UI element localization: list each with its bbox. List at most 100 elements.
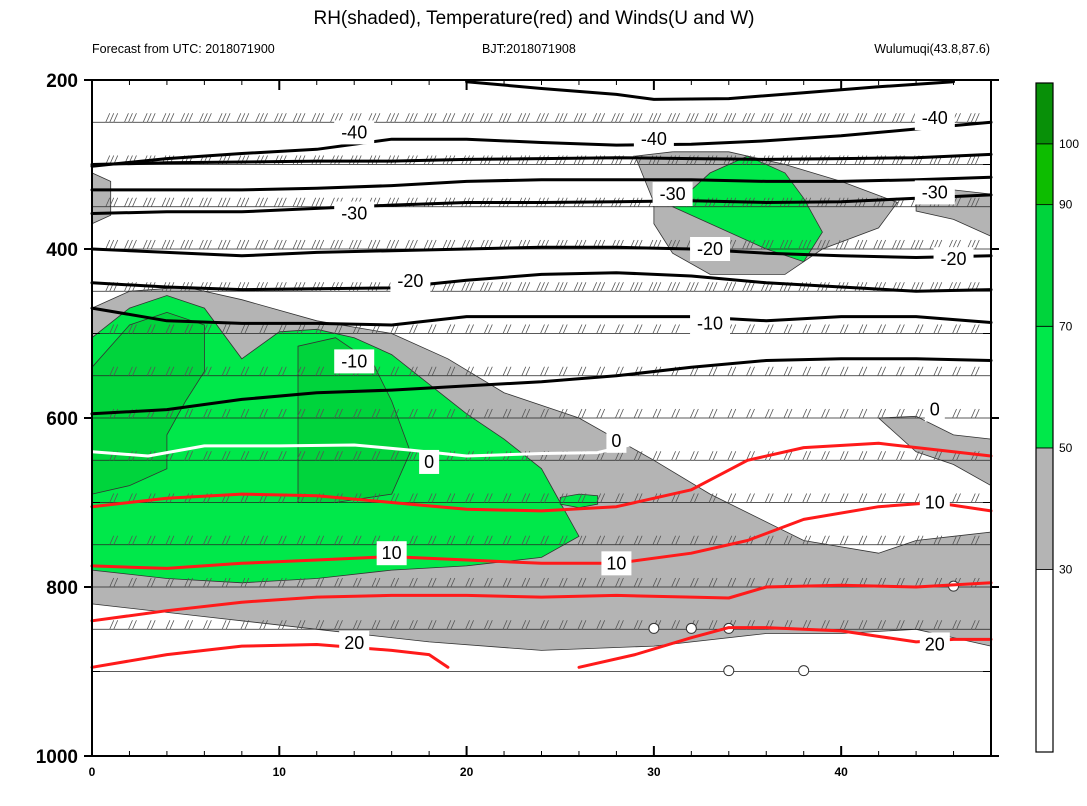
wind-barb	[723, 282, 737, 292]
wind-barb	[315, 408, 325, 419]
wind-barb	[783, 324, 793, 334]
wind-barb	[292, 197, 306, 207]
wind-barb	[802, 451, 812, 461]
wind-barb	[742, 113, 755, 123]
wind-barb	[446, 577, 456, 588]
wind-barb	[764, 324, 774, 334]
temperature-contour--10	[90, 357, 993, 416]
wind-barb	[352, 577, 362, 588]
wind-barb	[910, 239, 924, 250]
wind-barb	[128, 535, 137, 545]
wind-barb	[914, 620, 924, 630]
wind-barb	[708, 620, 718, 630]
wind-barb	[390, 408, 400, 419]
wind-barb	[877, 366, 886, 376]
wind-barb	[873, 239, 886, 250]
wind-barb	[334, 324, 343, 334]
wind-barb	[409, 366, 418, 376]
wind-barb	[199, 113, 212, 123]
x-tick-label: 30	[647, 765, 661, 779]
contour-label-box	[652, 182, 693, 207]
wind-barb	[554, 113, 568, 123]
wind-barb	[558, 366, 568, 376]
wind-barb	[821, 535, 830, 545]
contour-label-box	[339, 630, 370, 655]
x-tick-label: 10	[273, 765, 287, 779]
wind-barb	[667, 282, 680, 292]
wind-barb	[895, 366, 905, 376]
wind-barb	[315, 451, 325, 461]
wind-barb	[109, 577, 119, 588]
wind-barb	[165, 620, 175, 630]
wind-barb	[255, 239, 268, 250]
wind-barb	[933, 451, 943, 461]
wind-barb	[105, 113, 119, 123]
wind-barb	[521, 408, 531, 419]
colorbar-label: 70	[1059, 319, 1073, 333]
wind-barb	[689, 408, 699, 419]
wind-barb	[970, 620, 980, 630]
wind-barb	[465, 408, 474, 419]
wind-barb	[442, 113, 456, 123]
wind-barb	[217, 197, 231, 207]
wind-barb	[311, 239, 325, 250]
wind-barb	[427, 366, 437, 376]
temperature-contour--20	[90, 271, 993, 293]
wind-barb	[858, 451, 868, 461]
y-tick-label: 800	[46, 578, 78, 599]
temperature-contour-10	[90, 441, 993, 513]
wind-barb	[895, 324, 905, 334]
wind-barb	[554, 282, 568, 292]
wind-barb	[540, 324, 549, 334]
wind-barb	[277, 535, 287, 545]
wind-barb	[839, 408, 849, 419]
wind-barb	[629, 282, 643, 292]
wind-barb	[427, 620, 437, 630]
wind-barb	[427, 535, 437, 545]
wind-barb	[405, 239, 418, 250]
wind-barb	[708, 366, 718, 376]
calm-wind-marker	[648, 622, 660, 634]
wind-barb	[652, 577, 662, 588]
wind-barb	[465, 324, 474, 334]
wind-barb	[217, 113, 231, 123]
wind-barb	[821, 324, 830, 334]
wind-barb	[165, 324, 175, 334]
wind-barb	[835, 113, 849, 123]
wind-barb	[671, 408, 680, 419]
contour-label: -30	[341, 204, 367, 224]
wind-barb	[933, 324, 943, 334]
contour-label-box	[690, 311, 731, 336]
temperature-contour--40	[90, 152, 993, 166]
wind-barb	[203, 577, 212, 588]
wind-barb	[184, 324, 194, 334]
temperature-contour-20	[90, 581, 993, 623]
wind-barb	[615, 535, 624, 545]
contour-label-box	[390, 269, 431, 294]
wind-barb	[914, 535, 924, 545]
wind-barb	[704, 113, 718, 123]
wind-barb	[633, 451, 643, 461]
colorbar-label: 90	[1059, 198, 1073, 212]
wind-barb	[461, 282, 474, 292]
wind-barb	[390, 366, 400, 376]
wind-barb	[798, 239, 812, 250]
wind-barb	[895, 493, 905, 503]
wind-barb	[708, 535, 718, 545]
wind-barb	[596, 620, 606, 630]
wind-barb	[277, 408, 287, 419]
wind-barb	[203, 535, 212, 545]
wind-barb	[802, 493, 812, 503]
wind-barb	[540, 493, 549, 503]
wind-barb	[817, 113, 830, 123]
wind-barb	[334, 408, 343, 419]
wind-barb	[165, 577, 175, 588]
wind-barb	[405, 113, 418, 123]
wind-barb	[236, 239, 250, 250]
wind-barb	[877, 493, 886, 503]
wind-barb	[446, 324, 456, 334]
wind-barb	[746, 324, 755, 334]
contour-label-box	[633, 127, 674, 152]
y-tick-label: 600	[46, 409, 78, 430]
wind-barb	[277, 620, 287, 630]
